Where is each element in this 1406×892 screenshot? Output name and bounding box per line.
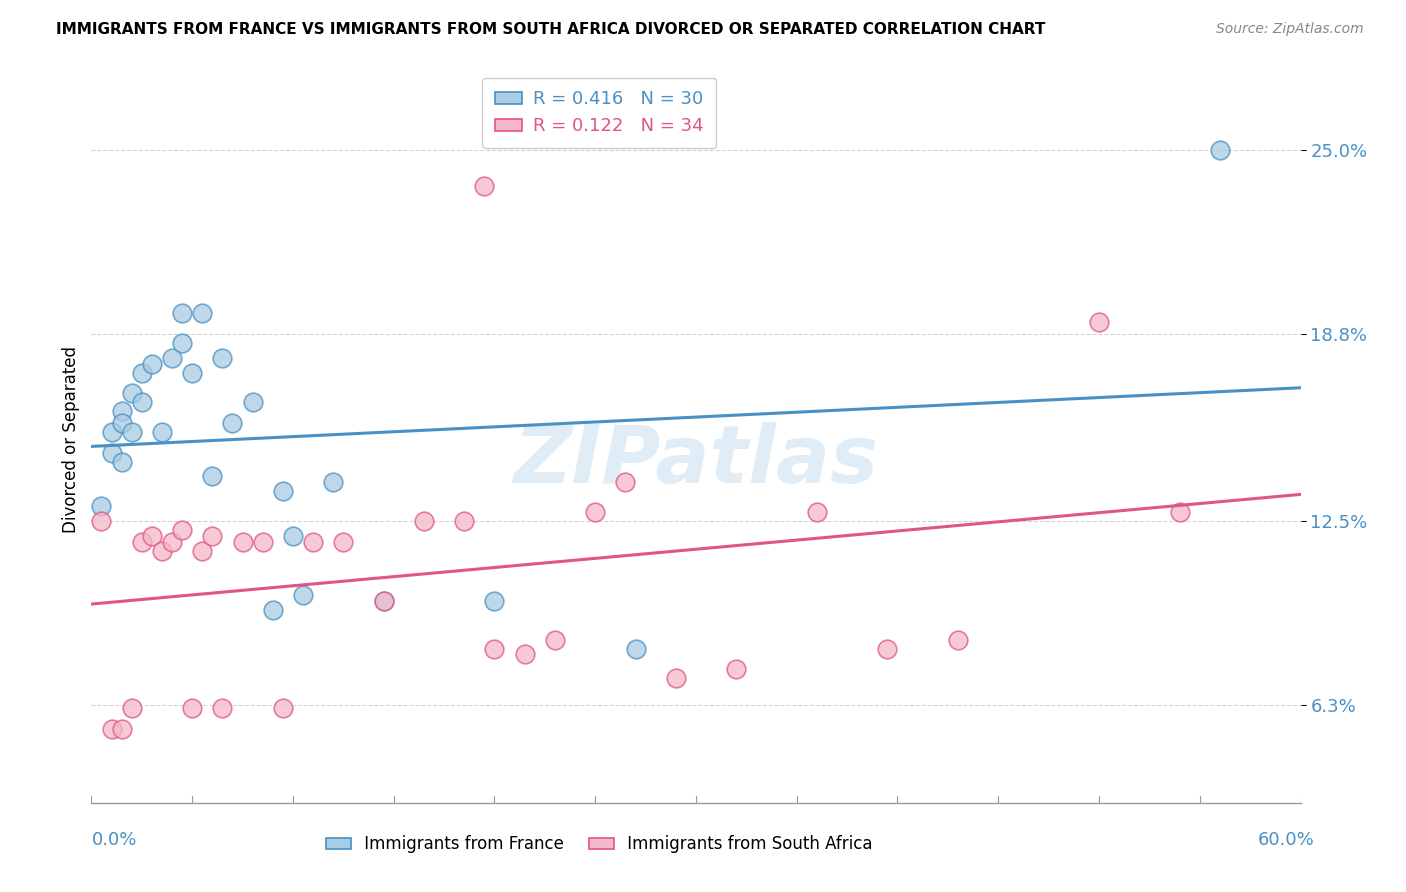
Point <box>100 722 122 736</box>
Point <box>100 425 122 439</box>
Point <box>665 671 688 685</box>
Point <box>172 523 194 537</box>
Point <box>513 648 536 662</box>
Point <box>281 529 304 543</box>
Point <box>322 475 344 490</box>
Point <box>614 475 637 490</box>
Point <box>111 454 132 468</box>
Point <box>160 351 183 365</box>
Point <box>111 722 132 736</box>
Point <box>876 641 898 656</box>
Point <box>806 505 828 519</box>
Point <box>1168 505 1191 519</box>
Point <box>201 529 224 543</box>
Point <box>472 178 495 193</box>
Point <box>150 425 173 439</box>
Y-axis label: Divorced or Separated: Divorced or Separated <box>62 346 80 533</box>
Point <box>373 594 395 608</box>
Point <box>211 701 233 715</box>
Point <box>191 306 214 320</box>
Point <box>111 404 132 418</box>
Point <box>172 335 194 350</box>
Point <box>453 514 475 528</box>
Point <box>160 534 183 549</box>
Point <box>100 445 122 459</box>
Point <box>141 357 163 371</box>
Point <box>413 514 436 528</box>
Point <box>181 701 204 715</box>
Point <box>121 425 143 439</box>
Point <box>131 366 153 380</box>
Point <box>150 543 173 558</box>
Point <box>1209 143 1232 157</box>
Point <box>262 603 284 617</box>
Point <box>583 505 606 519</box>
Point <box>373 594 395 608</box>
Text: 0.0%: 0.0% <box>91 831 136 849</box>
Text: 60.0%: 60.0% <box>1258 831 1315 849</box>
Point <box>121 386 143 401</box>
Point <box>90 499 112 513</box>
Point <box>211 351 233 365</box>
Point <box>242 395 264 409</box>
Point <box>624 641 647 656</box>
Point <box>1088 315 1111 329</box>
Point <box>231 534 253 549</box>
Point <box>946 632 969 647</box>
Text: ZIPatlas: ZIPatlas <box>513 422 879 500</box>
Text: Source: ZipAtlas.com: Source: ZipAtlas.com <box>1216 22 1364 37</box>
Text: IMMIGRANTS FROM FRANCE VS IMMIGRANTS FROM SOUTH AFRICA DIVORCED OR SEPARATED COR: IMMIGRANTS FROM FRANCE VS IMMIGRANTS FRO… <box>56 22 1046 37</box>
Point <box>271 484 294 499</box>
Point <box>484 594 506 608</box>
Point <box>191 543 214 558</box>
Point <box>221 416 243 430</box>
Point <box>292 588 315 602</box>
Point <box>484 641 506 656</box>
Point <box>131 395 153 409</box>
Point <box>201 469 224 483</box>
Point <box>271 701 294 715</box>
Point <box>141 529 163 543</box>
Point <box>90 514 112 528</box>
Legend:  Immigrants from France,  Immigrants from South Africa: Immigrants from France, Immigrants from … <box>319 829 879 860</box>
Point <box>131 534 153 549</box>
Point <box>725 662 748 676</box>
Point <box>111 416 132 430</box>
Point <box>181 366 204 380</box>
Point <box>252 534 274 549</box>
Point <box>544 632 567 647</box>
Point <box>332 534 354 549</box>
Point <box>121 701 143 715</box>
Point <box>172 306 194 320</box>
Point <box>302 534 325 549</box>
